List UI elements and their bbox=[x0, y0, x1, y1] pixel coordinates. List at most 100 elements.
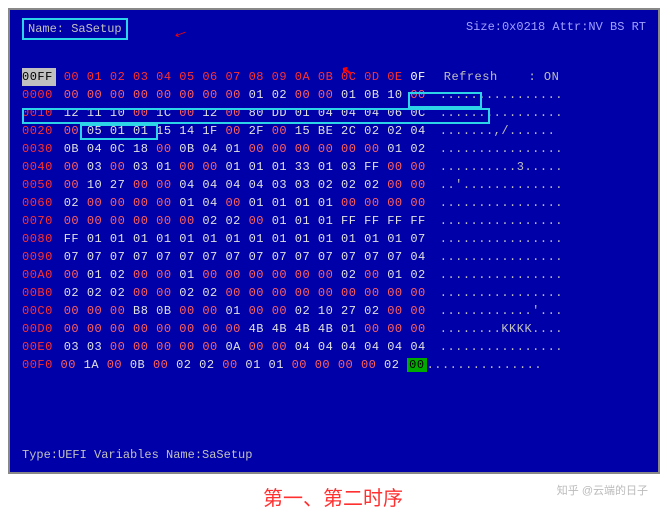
hex-byte: 00 bbox=[410, 88, 425, 102]
hex-byte: 05 bbox=[87, 124, 102, 138]
hex-byte: 04 bbox=[202, 142, 217, 156]
hex-byte: 80 bbox=[249, 106, 264, 120]
hex-byte: 00 bbox=[361, 358, 376, 372]
hex-byte: 00 bbox=[179, 214, 194, 228]
hex-byte: 04 bbox=[179, 178, 194, 192]
hex-byte: 07 bbox=[179, 250, 194, 264]
hex-byte: 02 bbox=[179, 286, 194, 300]
hex-byte: 15 bbox=[295, 124, 310, 138]
hex-byte: 00 bbox=[272, 286, 287, 300]
hex-byte: 0C bbox=[410, 106, 425, 120]
hex-byte: 00 bbox=[87, 322, 102, 336]
hex-byte: 07 bbox=[410, 232, 425, 246]
hex-row: 00B0 02 02 02 00 00 02 02 00 00 00 00 00… bbox=[22, 284, 646, 302]
hex-byte: 00 bbox=[364, 268, 379, 282]
hex-byte: 00 bbox=[249, 142, 264, 156]
hex-byte: 4B bbox=[318, 322, 333, 336]
hex-byte: FF bbox=[64, 232, 79, 246]
hex-byte: 01 bbox=[249, 88, 264, 102]
hex-byte: 12 bbox=[64, 106, 79, 120]
hex-byte: 07 bbox=[364, 250, 379, 264]
hex-row: 00D0 00 00 00 00 00 00 00 00 4B 4B 4B 4B… bbox=[22, 320, 646, 338]
hex-byte: 00 bbox=[341, 142, 356, 156]
hex-byte: 0B bbox=[364, 88, 379, 102]
header-byte-col: 0F bbox=[403, 70, 426, 84]
hex-byte: 01 bbox=[295, 232, 310, 246]
hex-byte: 00 bbox=[318, 268, 333, 282]
hex-byte: 01 bbox=[245, 358, 260, 372]
hex-byte: 00 bbox=[272, 340, 287, 354]
hex-byte: 03 bbox=[341, 160, 356, 174]
hex-byte: 4B bbox=[272, 322, 287, 336]
header-byte-col: 04 bbox=[148, 70, 171, 84]
hex-row: 00E0 03 03 00 00 00 00 00 0A 00 00 04 04… bbox=[22, 338, 646, 356]
hex-byte: 2C bbox=[341, 124, 356, 138]
hex-byte: 00 bbox=[64, 304, 79, 318]
hex-byte: 07 bbox=[341, 250, 356, 264]
hex-byte: 14 bbox=[179, 124, 194, 138]
hex-byte: 01 bbox=[225, 304, 240, 318]
hex-byte: 00 bbox=[295, 286, 310, 300]
hex-byte: 01 bbox=[225, 160, 240, 174]
hex-byte: 01 bbox=[225, 232, 240, 246]
hex-row: 0020 00 05 01 01 15 14 1F 00 2F 00 15 BE… bbox=[22, 122, 646, 140]
hex-byte: 00 bbox=[179, 88, 194, 102]
hex-byte: 00 bbox=[156, 268, 171, 282]
hex-byte: 04 bbox=[410, 340, 425, 354]
hex-byte: 01 bbox=[387, 142, 402, 156]
hex-byte: 1C bbox=[156, 106, 171, 120]
header-byte-col: 0E bbox=[380, 70, 403, 84]
hex-byte: 00 bbox=[410, 178, 425, 192]
hex-byte: 00 bbox=[387, 196, 402, 210]
hex-byte: 00 bbox=[133, 340, 148, 354]
ascii-column: ................ bbox=[440, 266, 563, 284]
header-byte-col: 0A bbox=[287, 70, 310, 84]
hex-byte: 01 bbox=[295, 106, 310, 120]
hex-byte: 01 bbox=[341, 322, 356, 336]
hex-byte: 11 bbox=[87, 106, 102, 120]
hex-byte: 00 bbox=[249, 340, 264, 354]
header-byte-col: 07 bbox=[218, 70, 241, 84]
hex-byte: 02 bbox=[225, 214, 240, 228]
hex-byte: 01 bbox=[318, 160, 333, 174]
row-offset: 0030 bbox=[22, 140, 56, 158]
hex-header-row: 00FF 00 01 02 03 04 05 06 07 08 09 0A 0B… bbox=[22, 68, 646, 86]
hex-byte: 00 bbox=[133, 214, 148, 228]
hex-byte: 00 bbox=[133, 106, 148, 120]
row-offset: 00B0 bbox=[22, 284, 56, 302]
ascii-column: ................ bbox=[440, 140, 563, 158]
header-byte-col: 05 bbox=[172, 70, 195, 84]
ascii-column: ................ bbox=[440, 212, 563, 230]
hex-byte: 00 bbox=[338, 358, 353, 372]
hex-byte: 04 bbox=[364, 106, 379, 120]
hex-byte: 0B bbox=[64, 142, 79, 156]
hex-byte: 01 bbox=[318, 214, 333, 228]
hex-row: 0000 00 00 00 00 00 00 00 00 01 02 00 00… bbox=[22, 86, 646, 104]
hex-byte: 01 bbox=[269, 358, 284, 372]
hex-byte: 03 bbox=[87, 340, 102, 354]
header-byte-col: 0B bbox=[310, 70, 333, 84]
hex-byte: 02 bbox=[202, 214, 217, 228]
hex-byte: 00 bbox=[156, 322, 171, 336]
hex-row: 0010 12 11 10 00 1C 00 12 00 80 DD 01 04… bbox=[22, 104, 646, 122]
hex-byte: 01 bbox=[295, 196, 310, 210]
hex-byte: 01 bbox=[364, 232, 379, 246]
hex-byte: 01 bbox=[179, 196, 194, 210]
hex-byte: 00 bbox=[156, 142, 171, 156]
hex-byte: 00 bbox=[315, 358, 330, 372]
hex-byte: 01 bbox=[341, 88, 356, 102]
hex-byte: B8 bbox=[133, 304, 148, 318]
hex-byte: 0B bbox=[179, 142, 194, 156]
hex-byte: 27 bbox=[341, 304, 356, 318]
hex-byte: 02 bbox=[272, 88, 287, 102]
hex-byte: 02 bbox=[364, 178, 379, 192]
hex-byte: 00 bbox=[64, 124, 79, 138]
hex-byte: 02 bbox=[384, 358, 399, 372]
hex-byte: 0B bbox=[130, 358, 145, 372]
hex-byte: BE bbox=[318, 124, 333, 138]
hex-byte: 00 bbox=[202, 340, 217, 354]
hex-byte: 04 bbox=[295, 340, 310, 354]
hex-byte: 02 bbox=[341, 178, 356, 192]
hex-byte: 00 bbox=[202, 268, 217, 282]
hex-byte: 00 bbox=[364, 322, 379, 336]
